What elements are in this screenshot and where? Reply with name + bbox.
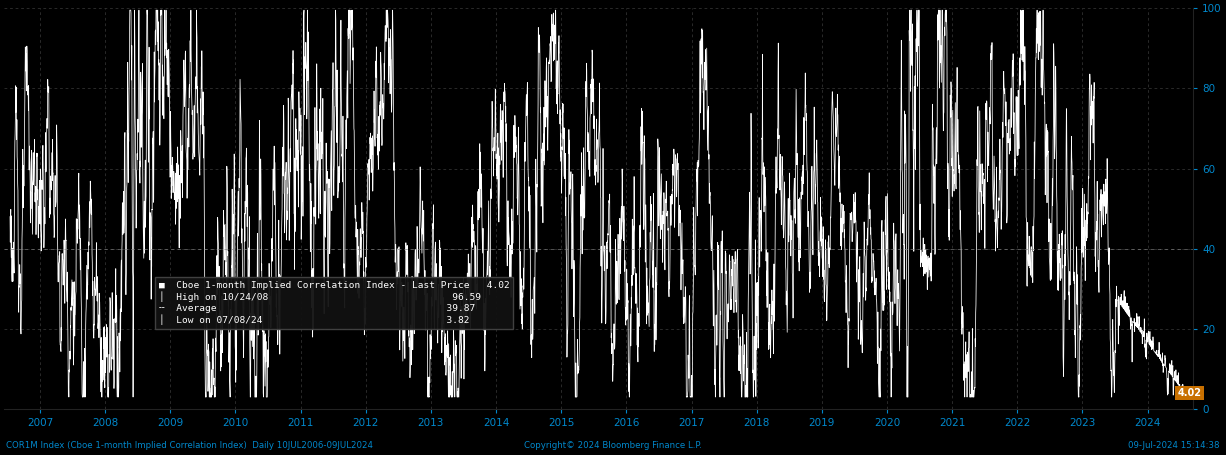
Text: 4.02: 4.02: [1178, 388, 1201, 398]
Text: Copyright© 2024 Bloomberg Finance L.P.: Copyright© 2024 Bloomberg Finance L.P.: [525, 441, 701, 450]
Text: ■  Cboe 1-month Implied Correlation Index - Last Price   4.02
│  High on 10/24/0: ■ Cboe 1-month Implied Correlation Index…: [158, 281, 510, 325]
Text: 09-Jul-2024 15:14:38: 09-Jul-2024 15:14:38: [1128, 441, 1220, 450]
Text: COR1M Index (Cboe 1-month Implied Correlation Index)  Daily 10JUL2006-09JUL2024: COR1M Index (Cboe 1-month Implied Correl…: [6, 441, 373, 450]
